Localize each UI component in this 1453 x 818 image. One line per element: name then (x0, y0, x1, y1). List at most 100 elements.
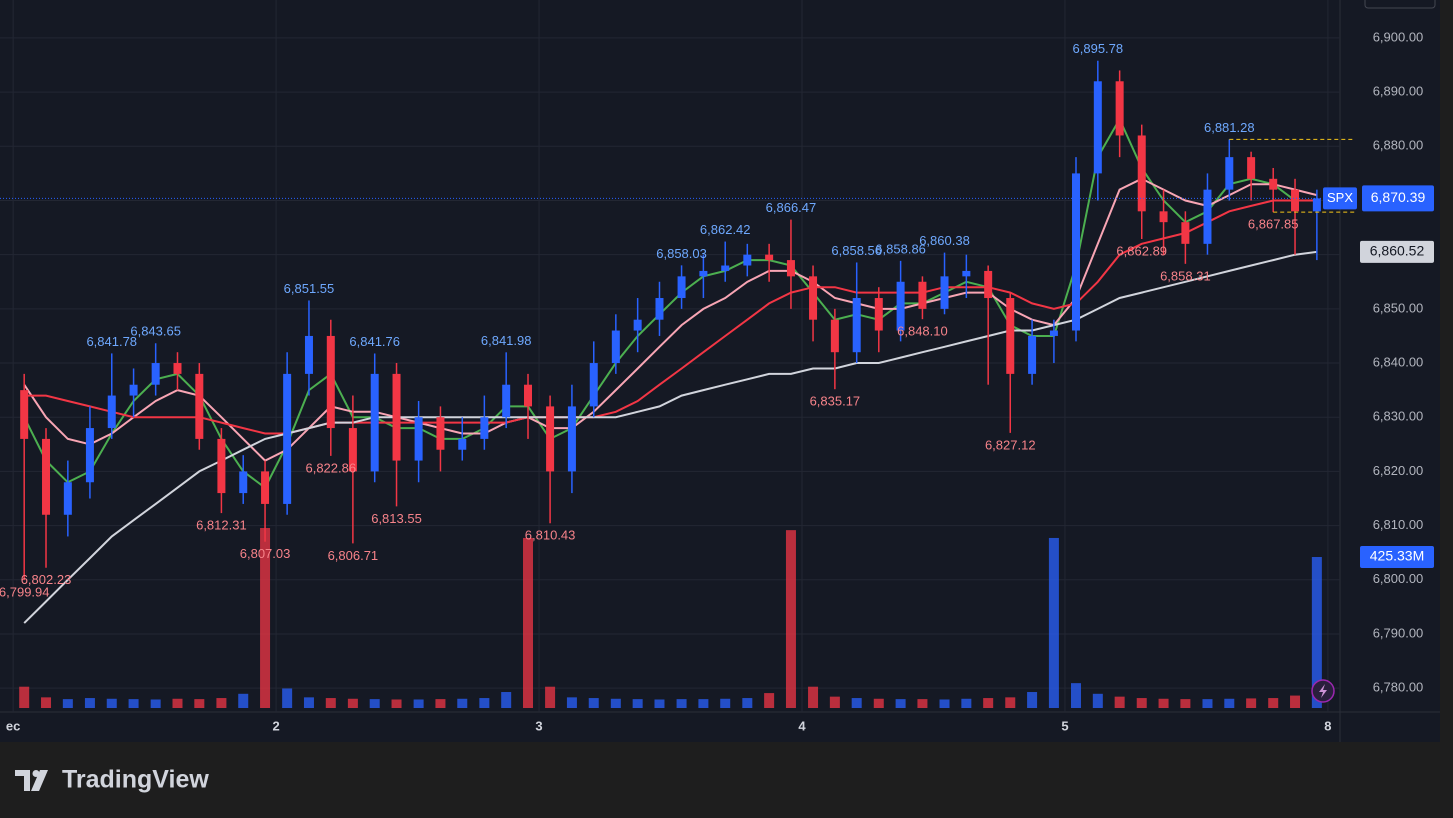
logo (15, 770, 48, 791)
candle-body (1291, 189, 1300, 212)
low-label: 6,799.94 (0, 585, 49, 600)
candle-body (786, 260, 795, 277)
high-label: 6,858.86 (875, 241, 926, 256)
candle-body (283, 373, 292, 504)
volume-bar (1070, 683, 1081, 708)
volume-bar (1092, 693, 1103, 708)
volume-bar (961, 698, 972, 708)
candle-body (721, 265, 730, 271)
candle-body (633, 319, 642, 331)
low-label: 6,867.85 (1248, 217, 1299, 232)
low-label: 6,810.43 (525, 528, 576, 543)
high-label: 6,881.28 (1204, 120, 1255, 135)
high-label: 6,862.42 (700, 222, 751, 237)
price-tags: SPX 6,870.39 6,860.52 425.33M (1323, 185, 1434, 569)
high-label: 6,860.38 (919, 233, 970, 248)
volume-bar (545, 686, 556, 708)
y-tick-label: 6,890.00 (1373, 84, 1424, 99)
volume-bar (62, 699, 73, 708)
price-tag (1362, 185, 1434, 212)
volume-bar (939, 699, 950, 708)
volume-bar (1224, 698, 1235, 708)
candle-body (1071, 173, 1080, 331)
x-tick-label: 5 (1061, 718, 1068, 733)
ma-tag-label: 6,860.52 (1370, 243, 1425, 259)
candle-body (1093, 81, 1102, 174)
candle-body (765, 254, 774, 261)
alert-bolt (1319, 684, 1327, 698)
high-label: 6,858.56 (831, 243, 882, 258)
volume-bar (851, 698, 862, 708)
volume-bar (501, 692, 512, 708)
low-label: 6,848.10 (897, 324, 948, 339)
candle-body (852, 298, 861, 353)
volume-bar (983, 698, 994, 708)
candle-body (1006, 298, 1015, 374)
volume-bar (1136, 698, 1147, 708)
candle-body (1312, 198, 1321, 212)
volume-bar (654, 699, 665, 708)
candle-body (414, 417, 423, 461)
volume-bar (369, 699, 380, 708)
candle-body (743, 254, 752, 266)
candle-body (896, 281, 905, 331)
y-tick-label: 6,850.00 (1373, 300, 1424, 315)
x-tick-label: ec (6, 718, 20, 733)
volume-tag-label: 425.33M (1370, 548, 1424, 564)
candle-body (655, 298, 664, 320)
volume-bar (917, 699, 928, 708)
volume-bar (1158, 698, 1169, 708)
candle-body (874, 298, 883, 331)
volume-bar (1202, 699, 1213, 708)
volume-bar (128, 699, 139, 708)
volume-bar (347, 698, 358, 708)
low-label: 6,812.31 (196, 518, 247, 533)
candle-body (589, 363, 598, 407)
high-label: 6,851.55 (284, 281, 335, 296)
low-label: 6,802.23 (21, 572, 72, 587)
toolbar-button[interactable] (1364, 0, 1436, 9)
candle-body (392, 373, 401, 461)
candle-body (502, 384, 511, 418)
volume-bar (325, 698, 336, 708)
volume-bar (720, 698, 731, 708)
y-tick-label: 6,880.00 (1373, 138, 1424, 153)
logo-mark (15, 770, 30, 791)
candle-body (348, 428, 357, 472)
volume-bar (873, 698, 884, 708)
volume-bar (698, 699, 709, 708)
x-tick-label: 8 (1324, 718, 1331, 733)
volume-bar (588, 698, 599, 708)
candle-body (1049, 330, 1058, 336)
volume-bar (457, 698, 468, 708)
x-tick-label: 2 (272, 718, 279, 733)
x-tick-label: 4 (798, 718, 806, 733)
candle-body (326, 335, 335, 429)
high-label: 6,866.47 (766, 200, 817, 215)
moving-average (24, 199, 1317, 435)
candle-body (677, 276, 686, 299)
volume-bar (1005, 697, 1016, 708)
ma-tag (1360, 240, 1434, 263)
y-tick-label: 6,840.00 (1373, 354, 1424, 369)
y-tick-label: 6,780.00 (1373, 680, 1424, 695)
volume-bar (303, 697, 314, 708)
low-label: 6,807.03 (240, 546, 291, 561)
candle-body (1137, 135, 1146, 212)
low-label: 6,858.31 (1160, 268, 1211, 283)
candle-body (63, 482, 72, 515)
volume-bar (84, 698, 95, 708)
volume-bar (895, 699, 906, 708)
candle-body (173, 363, 182, 374)
candle-body (370, 373, 379, 472)
volume-bar (260, 528, 271, 708)
candle-body (261, 471, 270, 504)
y-tick-label: 6,790.00 (1373, 625, 1424, 640)
high-label: 6,841.78 (86, 334, 137, 349)
low-label: 6,806.71 (328, 548, 379, 563)
logo-slash (31, 770, 48, 791)
y-tick-label: 6,830.00 (1373, 409, 1424, 424)
candle-body (304, 335, 313, 374)
x-tick-label: 3 (535, 718, 542, 733)
